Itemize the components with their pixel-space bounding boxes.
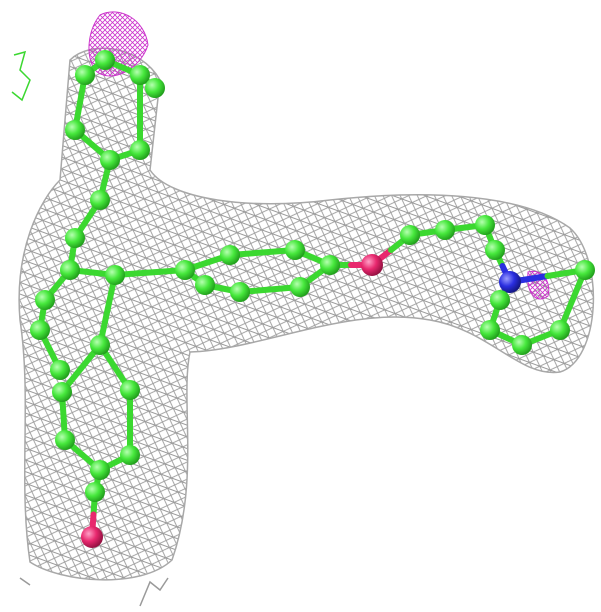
atom: [290, 277, 310, 297]
atom: [100, 150, 120, 170]
atom: [485, 240, 505, 260]
atom: [285, 240, 305, 260]
fragment: [11, 50, 31, 102]
atom: [512, 335, 532, 355]
atom: [145, 78, 165, 98]
atom: [55, 430, 75, 450]
atom: [65, 120, 85, 140]
atom: [60, 260, 80, 280]
atom: [361, 254, 383, 276]
atom: [575, 260, 595, 280]
atom: [320, 255, 340, 275]
atom: [95, 50, 115, 70]
atom: [230, 282, 250, 302]
atom: [130, 65, 150, 85]
atom: [52, 382, 72, 402]
atom: [130, 140, 150, 160]
atom: [120, 445, 140, 465]
atom: [90, 460, 110, 480]
atom: [85, 482, 105, 502]
atom: [30, 320, 50, 340]
atom: [435, 220, 455, 240]
atom: [105, 265, 125, 285]
atom: [120, 380, 140, 400]
atom: [90, 190, 110, 210]
atom: [475, 215, 495, 235]
atom: [90, 335, 110, 355]
density-mesh: [18, 47, 595, 581]
atom: [81, 526, 103, 548]
atom: [490, 290, 510, 310]
atom: [400, 225, 420, 245]
atom: [65, 228, 85, 248]
atom: [195, 275, 215, 295]
atom: [35, 290, 55, 310]
fragment: [19, 577, 169, 607]
atom: [480, 320, 500, 340]
atom: [499, 271, 521, 293]
atom: [550, 320, 570, 340]
atom: [50, 360, 70, 380]
atom: [175, 260, 195, 280]
atom: [220, 245, 240, 265]
atom: [75, 65, 95, 85]
atoms: [30, 50, 595, 548]
